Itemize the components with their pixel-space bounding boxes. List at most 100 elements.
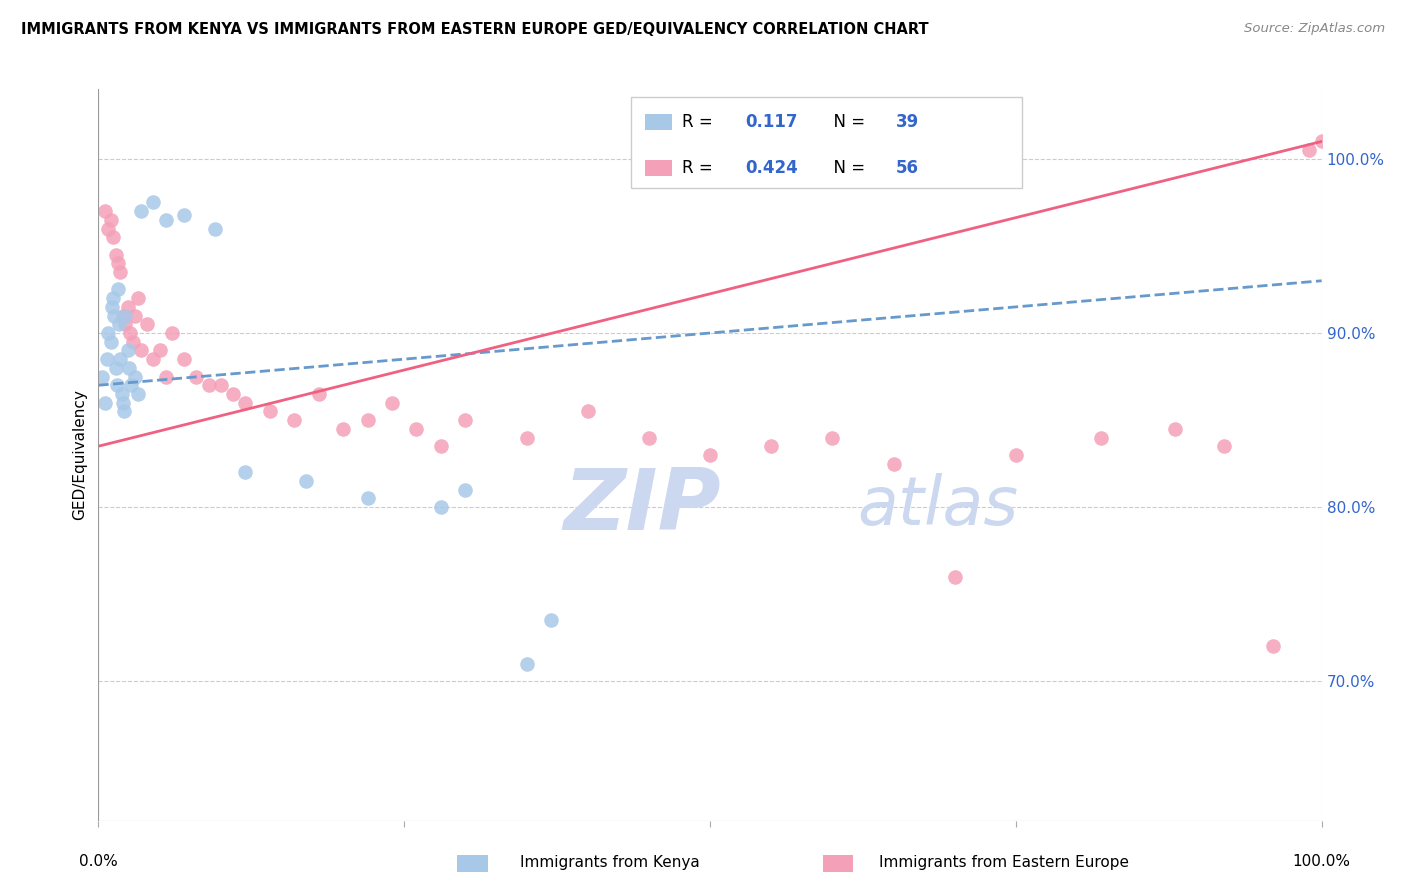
Point [209,378,232,392]
Point [142,195,165,210]
Point [160,326,183,340]
Point [308,387,330,401]
Point [100,212,122,227]
Point [104,247,127,261]
Text: N =: N = [823,159,870,177]
Point [101,291,124,305]
Point [576,404,599,418]
Point [111,395,134,409]
Text: IMMIGRANTS FROM KENYA VS IMMIGRANTS FROM EASTERN EUROPE GED/EQUIVALENCY CORRELAT: IMMIGRANTS FROM KENYA VS IMMIGRANTS FROM… [21,22,929,37]
Point [173,208,195,222]
Point [149,343,172,358]
Point [124,309,146,323]
Point [186,369,208,384]
Text: Immigrants from Eastern Europe: Immigrants from Eastern Europe [879,855,1129,870]
Point [295,474,318,488]
Point [173,352,195,367]
Point [638,430,661,444]
Point [259,404,281,418]
Point [222,387,245,401]
Point [1004,448,1026,462]
Point [100,334,122,349]
Point [283,413,305,427]
Point [93,204,115,219]
Point [129,343,152,358]
Point [114,309,136,323]
Point [107,283,129,297]
Point [233,466,256,480]
Point [111,309,134,323]
Text: 100.0%: 100.0% [1292,854,1351,869]
Text: 0.0%: 0.0% [79,854,118,869]
Point [101,300,124,314]
Point [1212,439,1234,453]
Point [430,439,453,453]
Point [381,395,404,409]
Point [761,439,783,453]
Point [97,221,120,235]
Point [454,483,477,497]
Point [120,378,142,392]
Point [142,352,165,367]
Text: 39: 39 [896,113,920,131]
Point [155,212,177,227]
Point [112,404,135,418]
Point [101,230,124,244]
Point [129,204,152,219]
Text: Source: ZipAtlas.com: Source: ZipAtlas.com [1244,22,1385,36]
Point [97,326,120,340]
Point [105,378,128,392]
Point [124,369,146,384]
Point [91,369,114,384]
Text: 0.424: 0.424 [745,159,799,177]
Point [1310,135,1333,149]
Point [127,291,149,305]
Point [117,300,139,314]
Point [540,613,562,627]
Point [356,413,378,427]
Point [110,265,132,279]
Point [1298,143,1320,157]
Point [1090,430,1112,444]
FancyBboxPatch shape [645,114,672,130]
Point [233,395,256,409]
Point [127,387,149,401]
Point [1164,422,1187,436]
Point [121,334,143,349]
Point [516,430,538,444]
Text: atlas: atlas [856,473,1018,539]
Point [103,309,125,323]
Point [356,491,378,506]
Point [943,570,966,584]
Point [136,318,159,332]
Text: R =: R = [682,159,718,177]
Point [516,657,538,671]
Point [883,457,905,471]
Point [405,422,427,436]
Point [118,360,141,375]
Y-axis label: GED/Equivalency: GED/Equivalency [72,390,87,520]
Point [197,378,219,392]
FancyBboxPatch shape [645,160,672,176]
Point [332,422,354,436]
Point [430,500,453,515]
Point [699,448,721,462]
Point [111,387,134,401]
Point [204,221,226,235]
Point [104,360,127,375]
Text: N =: N = [823,113,870,131]
FancyBboxPatch shape [630,96,1022,188]
Point [120,326,142,340]
Point [108,318,131,332]
Point [821,430,844,444]
Point [96,352,118,367]
Point [110,352,132,367]
Point [114,318,136,332]
Text: Immigrants from Kenya: Immigrants from Kenya [520,855,700,870]
Point [1261,640,1284,654]
Point [117,343,139,358]
Text: 56: 56 [896,159,920,177]
Point [155,369,177,384]
Point [107,256,129,270]
Text: 0.117: 0.117 [745,113,799,131]
